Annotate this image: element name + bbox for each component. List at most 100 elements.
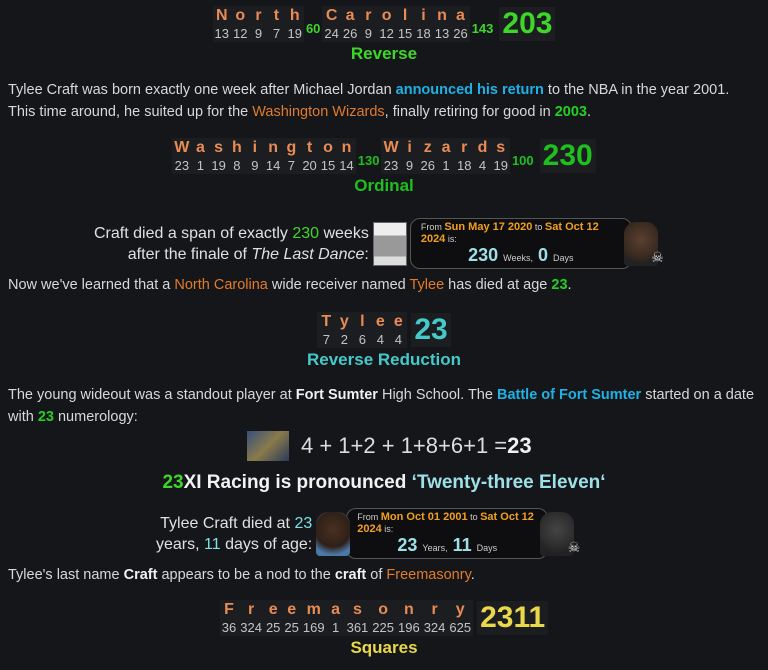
- cipher-letter: a: [345, 7, 355, 24]
- cipher-value: 6: [358, 332, 366, 347]
- tylee-craft-photo-color: [316, 511, 351, 556]
- cipher-value: 625: [449, 620, 472, 635]
- tylee-link[interactable]: Tylee: [409, 277, 445, 293]
- announced-return-link[interactable]: announced his return: [395, 82, 544, 98]
- cipher-value: 23: [174, 158, 190, 173]
- cipher-value: 8: [233, 158, 241, 173]
- cipher-letter: e: [287, 601, 297, 618]
- weeks-number: 230: [292, 224, 320, 242]
- cipher-value: 4: [394, 332, 402, 347]
- cipher-value: 25: [265, 620, 281, 635]
- cipher-total: 2311: [477, 601, 549, 635]
- cipher-letter-cell: n 14: [264, 138, 282, 174]
- cipher-letter: o: [381, 7, 392, 24]
- cipher-letter: y: [339, 313, 349, 330]
- cipher-letter-cell: h 19: [285, 6, 303, 42]
- text: Tylee Craft died at: [160, 514, 295, 532]
- cipher-letter-cell: n 196: [396, 600, 422, 636]
- age-span-block: Tylee Craft died at 23 years, 11 days of…: [156, 508, 580, 559]
- cipher-letter: m: [306, 601, 321, 618]
- cipher-label: Squares: [350, 638, 418, 657]
- cipher-letter: l: [402, 7, 408, 24]
- cipher-washington-wizards: W 23 a 1 s 19 h 8 i 9 n 14 g 7 t 20 o 15 n 14 130 W 23 i 9 z 26 a 1 r…: [0, 138, 768, 196]
- cipher-letter-cell: a 26: [341, 6, 359, 42]
- cipher-letter: h: [231, 139, 242, 156]
- cipher-letter: t: [273, 7, 280, 24]
- cipher-letter: o: [378, 601, 389, 618]
- cipher-letter-cell: s 361: [345, 600, 371, 636]
- cipher-tylee: T 7 y 2 l 6 e 4 e 4 23 Reverse Reduction: [0, 312, 768, 370]
- washington-wizards-link[interactable]: Washington Wizards: [252, 104, 385, 120]
- cipher-letter-cell: a 26: [451, 6, 469, 42]
- craft-word: craft: [334, 567, 367, 583]
- text: From: [420, 222, 445, 232]
- text: wide receiver named: [267, 277, 410, 293]
- north-carolina-link[interactable]: North Carolina: [174, 277, 268, 293]
- days-count: 0: [538, 245, 549, 265]
- cipher-letter: n: [437, 7, 447, 24]
- cipher-total: 230: [539, 139, 596, 173]
- cipher-letter-cell: W 23: [381, 138, 400, 174]
- cipher-value: 20: [302, 158, 317, 173]
- cipher-letter: n: [268, 139, 278, 156]
- text: .: [567, 277, 572, 293]
- cipher-word-sum: 100: [511, 152, 534, 168]
- cipher-letter-cell: o 12: [231, 6, 249, 42]
- freemasonry-link[interactable]: Freemasonry: [386, 567, 471, 583]
- cipher-letter: a: [441, 139, 451, 156]
- text: High School. The: [377, 387, 497, 403]
- cipher-letter: l: [360, 313, 365, 330]
- text: has died at age: [444, 277, 552, 293]
- heading-quote: ‘Twenty-three Eleven‘: [411, 472, 606, 493]
- cipher-letter: y: [455, 601, 465, 618]
- number-highlight: 23: [37, 409, 54, 425]
- cipher-letter-cell: o 15: [319, 138, 337, 174]
- end-date: Sat Oct 12 2024: [357, 511, 534, 535]
- weeks-span-block: Craft died a span of exactly 230 weeks a…: [94, 218, 664, 269]
- cipher-letter: n: [403, 601, 414, 618]
- skull-icon: ☠: [567, 538, 581, 555]
- cipher-letter-cell: l 15: [396, 6, 414, 42]
- cipher-letter: T: [321, 313, 332, 330]
- cipher-value: 225: [372, 620, 394, 635]
- year-highlight: 2003: [554, 104, 587, 120]
- text: of: [366, 567, 387, 583]
- cipher-value: 19: [287, 26, 302, 41]
- text: days of age:: [220, 535, 313, 553]
- text: is:: [445, 234, 457, 244]
- cipher-value: 19: [493, 158, 508, 173]
- cipher-value: 24: [324, 26, 339, 41]
- cipher-letter: o: [323, 139, 333, 156]
- battle-fort-sumter-link[interactable]: Battle of Fort Sumter: [496, 387, 642, 403]
- cipher-letter: i: [421, 7, 426, 24]
- cipher-letter-cell: t 20: [300, 138, 318, 174]
- cipher-letter: e: [375, 313, 385, 330]
- cipher-letter-cell: n 14: [337, 138, 355, 174]
- cipher-letter: r: [431, 601, 438, 618]
- cipher-value: 169: [302, 620, 325, 635]
- cipher-value: 9: [251, 158, 259, 173]
- cipher-word: N 13 o 12 r 9 t 7 h 19: [212, 6, 304, 42]
- cipher-value: 13: [434, 26, 450, 41]
- years-number: 23: [294, 514, 313, 532]
- paragraph-north-carolina: Now we've learned that a North Carolina …: [8, 274, 758, 296]
- text: numerology:: [53, 409, 138, 425]
- cipher-word: C 24 a 26 r 9 o 12 l 15 i 18 n 13 a 26: [322, 6, 470, 42]
- end-date: Sat Oct 12 2024: [420, 221, 599, 245]
- cipher-letter-cell: e 25: [264, 600, 282, 636]
- cipher-letter-cell: W 23: [172, 138, 191, 174]
- cipher-letter: z: [423, 139, 432, 156]
- cipher-value: 9: [254, 26, 263, 41]
- cipher-letter: a: [195, 139, 205, 156]
- text: Tylee Craft was born exactly one week af…: [8, 82, 396, 98]
- cipher-letter: a: [456, 7, 465, 24]
- text: From: [357, 512, 381, 522]
- cipher-label: Ordinal: [354, 176, 414, 195]
- cipher-letter-cell: r 324: [422, 600, 448, 636]
- cipher-total: 203: [499, 7, 556, 41]
- cipher-letter: C: [325, 7, 338, 24]
